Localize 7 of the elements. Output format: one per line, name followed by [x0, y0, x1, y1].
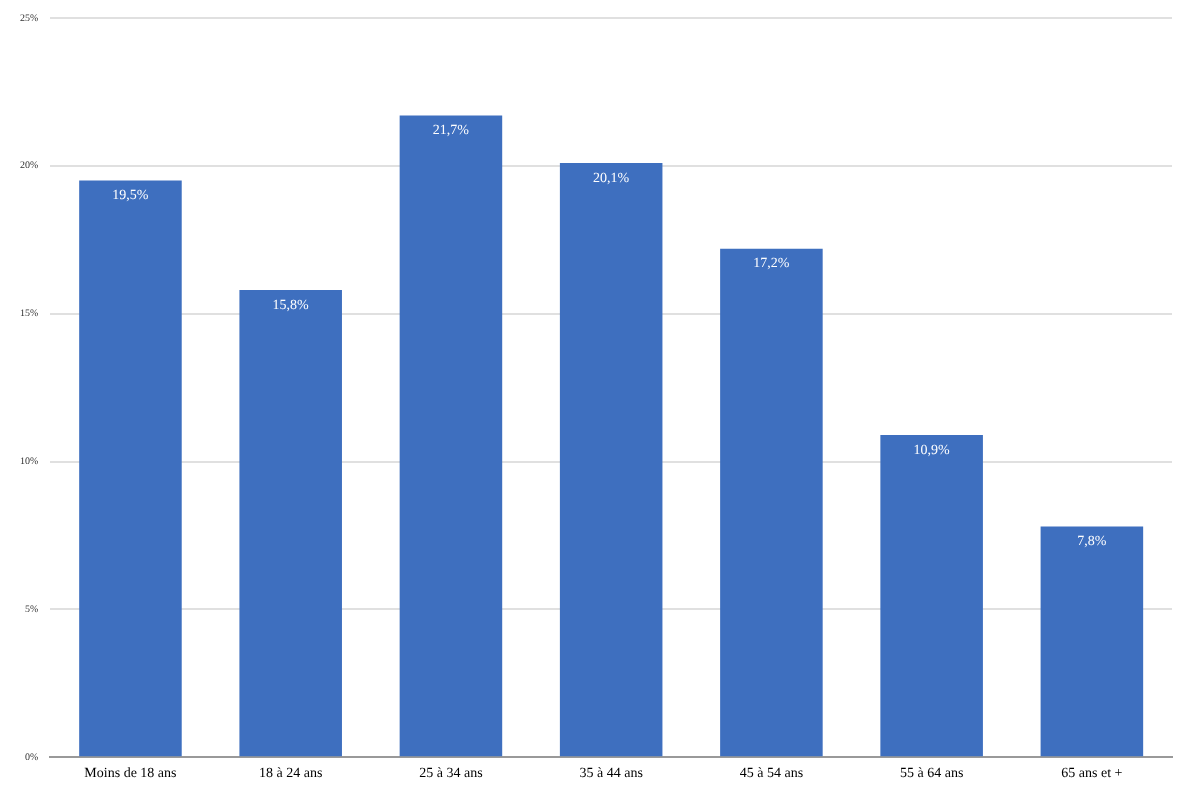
bar [880, 434, 983, 757]
bar [239, 290, 342, 757]
bar [559, 162, 663, 757]
bar [1040, 526, 1144, 757]
bar [399, 115, 503, 757]
bar [79, 180, 182, 757]
bar [720, 248, 823, 757]
